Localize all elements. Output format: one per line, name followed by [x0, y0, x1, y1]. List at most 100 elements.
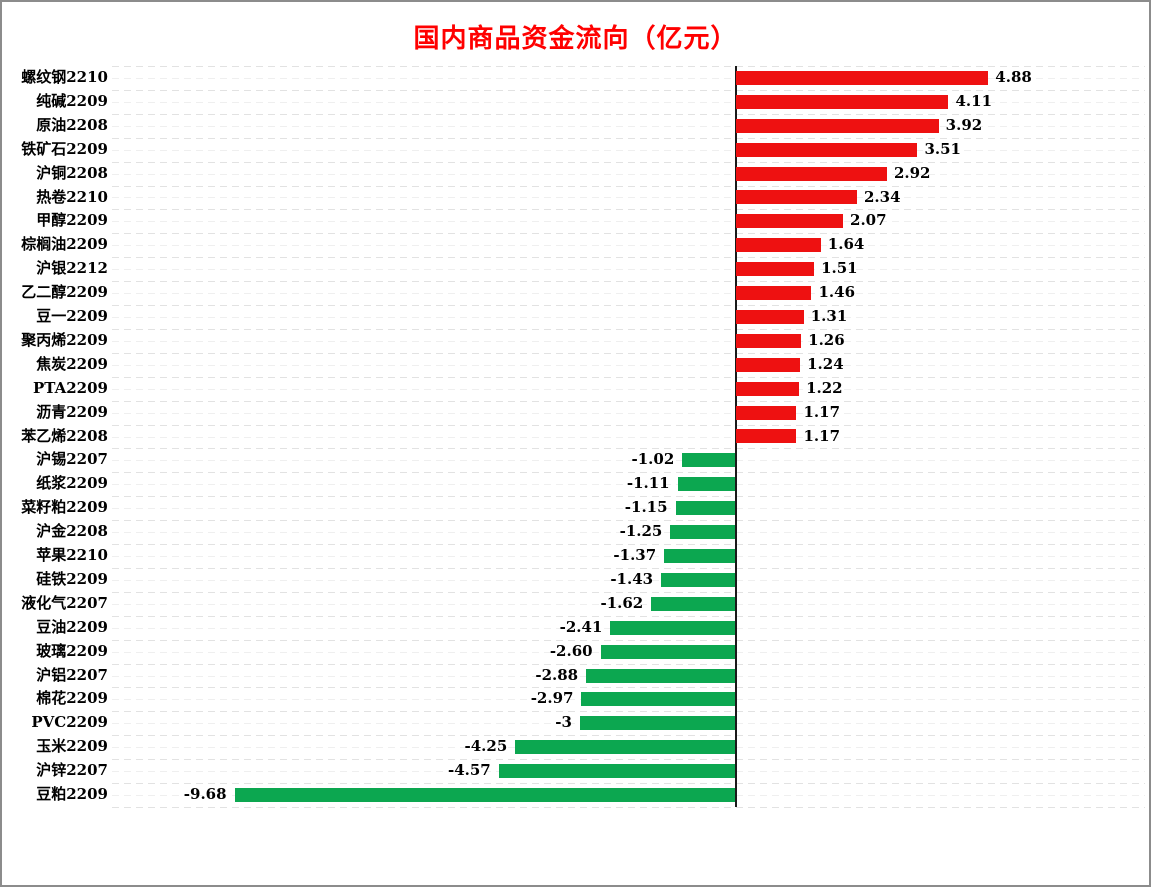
- bar: [600, 644, 735, 659]
- category-label: 沥青2209: [36, 402, 108, 421]
- category-label: 沪锡2207: [36, 450, 108, 469]
- value-label: -1.37: [613, 546, 657, 565]
- bar-row: 螺纹钢2210 4.88: [2, 66, 1149, 90]
- category-label: 豆油2209: [36, 617, 108, 636]
- bar: [736, 142, 918, 157]
- bar-row: 沪金2208 -1.25: [2, 520, 1149, 544]
- category-label: 纸浆2209: [36, 474, 108, 493]
- bar-row: 沪铜2208 2.92: [2, 162, 1149, 186]
- value-label: 2.92: [893, 163, 931, 182]
- bar: [515, 740, 735, 755]
- value-label: 2.07: [850, 211, 887, 230]
- bar-row: 聚丙烯2209 1.26: [2, 329, 1149, 353]
- value-label: -2.41: [559, 617, 603, 636]
- value-label: -1.15: [624, 498, 668, 517]
- bar: [498, 764, 735, 779]
- category-label: 棕榈油2209: [21, 235, 108, 254]
- bar-row: 焦炭2209 1.24: [2, 353, 1149, 377]
- bar: [736, 381, 800, 396]
- bar-row: 沥青2209 1.17: [2, 401, 1149, 425]
- value-label: -1.25: [619, 522, 663, 541]
- value-label: -9.68: [183, 785, 227, 804]
- category-label: 沪锌2207: [36, 761, 108, 780]
- bar-row: 热卷2210 2.34: [2, 186, 1149, 210]
- value-label: -3: [555, 713, 572, 732]
- value-label: 1.31: [810, 307, 848, 326]
- bar: [736, 309, 804, 324]
- value-label: -1.11: [626, 474, 670, 493]
- category-label: 苹果2210: [36, 546, 108, 565]
- bar: [664, 549, 735, 563]
- value-label: 1.46: [818, 283, 856, 302]
- category-label: 玉米2209: [36, 737, 108, 756]
- category-label: PVC2209: [31, 713, 108, 732]
- bar-row: 棕榈油2209 1.64: [2, 233, 1149, 257]
- bar: [736, 262, 815, 277]
- value-label: -2.97: [530, 689, 574, 708]
- bar: [736, 118, 939, 133]
- bar: [586, 668, 735, 683]
- gridline: [112, 807, 1145, 808]
- chart-title: 国内商品资金流向（亿元）: [413, 23, 738, 53]
- bar-row: 沪锡2207 -1.02: [2, 448, 1149, 472]
- bar: [651, 596, 735, 611]
- bar: [736, 238, 821, 253]
- category-label: 铁矿石2209: [21, 139, 108, 158]
- bar-row: 苯乙烯2208 1.17: [2, 425, 1149, 449]
- bar-row: 沪锌2207 -4.57: [2, 759, 1149, 783]
- bar-row: 豆油2209 -2.41: [2, 616, 1149, 640]
- bar: [677, 477, 735, 492]
- bar-row: 沪铝2207 -2.88: [2, 664, 1149, 688]
- category-label: 甲醇2209: [36, 211, 108, 230]
- value-label: 1.17: [803, 402, 841, 421]
- category-label: 乙二醇2209: [21, 283, 108, 302]
- category-label: 纯碱2209: [36, 91, 108, 110]
- bar: [736, 333, 802, 348]
- bar: [736, 405, 797, 420]
- value-label: 1.51: [821, 259, 858, 278]
- category-label: 棉花2209: [36, 689, 108, 708]
- value-label: -1.02: [631, 450, 675, 469]
- bar-row: 纸浆2209 -1.11: [2, 472, 1149, 496]
- category-label: 焦炭2209: [36, 354, 108, 373]
- value-label: -4.25: [464, 737, 508, 756]
- bar: [736, 70, 989, 85]
- value-label: 1.17: [803, 426, 841, 445]
- bar-row: 乙二醇2209 1.46: [2, 281, 1149, 305]
- value-label: 2.34: [863, 187, 901, 206]
- value-label: -1.62: [600, 593, 644, 612]
- bar: [670, 525, 735, 540]
- category-label: 沪金2208: [36, 522, 108, 541]
- bar-row: 玉米2209 -4.25: [2, 735, 1149, 759]
- bar: [736, 429, 797, 444]
- value-label: -4.57: [447, 761, 491, 780]
- bar: [736, 286, 812, 301]
- category-label: 沪铝2207: [36, 665, 108, 684]
- category-label: 聚丙烯2209: [21, 330, 108, 349]
- bar-row: 硅铁2209 -1.43: [2, 568, 1149, 592]
- bar-row: 菜籽粕2209 -1.15: [2, 496, 1149, 520]
- category-label: 热卷2210: [36, 187, 108, 206]
- bar: [736, 190, 857, 205]
- value-label: -2.88: [535, 665, 579, 684]
- value-label: -2.60: [549, 641, 593, 660]
- category-label: 原油2208: [36, 115, 108, 134]
- bar-row: 玻璃2209 -2.60: [2, 640, 1149, 664]
- bar-row: 豆粕2209 -9.68: [2, 783, 1149, 807]
- value-label: 1.22: [806, 378, 843, 397]
- bar-row: 沪银2212 1.51: [2, 257, 1149, 281]
- value-label: 1.26: [808, 330, 845, 349]
- value-label: 4.11: [955, 91, 993, 110]
- category-label: 液化气2207: [21, 593, 108, 612]
- bar: [610, 620, 735, 635]
- bar: [675, 501, 735, 516]
- value-label: 1.64: [827, 235, 865, 254]
- bar-row: 甲醇2209 2.07: [2, 209, 1149, 233]
- bar-row: 棉花2209 -2.97: [2, 687, 1149, 711]
- bar-row: PTA2209 1.22: [2, 377, 1149, 401]
- bar: [234, 788, 735, 803]
- value-label: 3.92: [945, 115, 983, 134]
- category-label: 螺纹钢2210: [21, 68, 108, 86]
- bar: [579, 716, 735, 731]
